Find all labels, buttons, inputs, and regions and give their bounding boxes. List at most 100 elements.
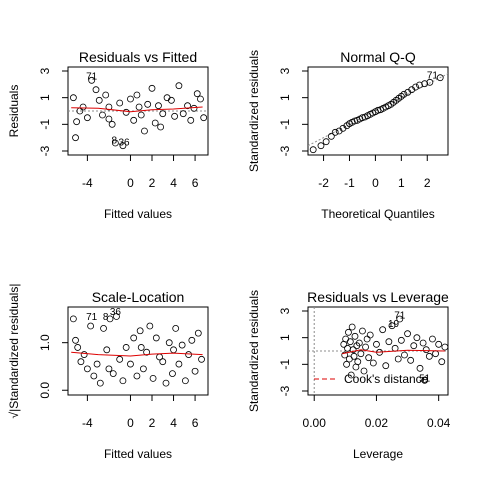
chart-title: Residuals vs Leverage [307,289,449,305]
x-tick-label: 2 [424,176,431,190]
x-tick-label: -4 [82,416,93,430]
data-point [136,327,144,335]
data-point [354,358,362,366]
data-point [401,351,408,359]
data-point [359,327,366,335]
data-point [116,355,124,363]
data-point [422,346,430,354]
data-point [113,313,120,320]
data-point [127,360,134,368]
data-point [122,108,130,116]
x-tick-label: 0.04 [427,416,451,430]
y-tick-label: -1 [38,119,52,130]
data-point [119,377,127,385]
data-point [105,103,113,111]
data-point [438,358,446,366]
data-point [165,339,173,347]
data-point [163,94,171,102]
panel-1: Residuals vs Fitted Fitted values Residual… [7,49,209,221]
x-tick-label: 0.00 [303,416,327,430]
data-point [105,115,113,123]
data-point [133,372,141,380]
data-point [83,365,91,373]
y-tick-label: 3 [278,307,292,314]
data-point [385,338,393,346]
x-tick-label: 2 [149,176,156,190]
data-point [346,338,354,346]
data-point [169,370,176,377]
data-point [122,344,130,351]
data-point [343,360,350,368]
data-point [416,364,424,372]
x-tick-label: -1 [344,176,355,190]
data-point [130,334,138,342]
smooth-line [71,351,203,357]
data-point [96,379,104,387]
data-point [178,341,186,349]
data-point [432,350,439,358]
y-tick-label: 1 [38,94,52,101]
smooth-line [71,106,203,113]
data-point [194,329,202,337]
data-point [108,120,116,128]
data-point [100,325,107,332]
data-point [197,95,204,103]
data-point [103,346,111,354]
data-point [188,336,196,344]
x-tick-label: 0 [372,176,379,190]
data-point [351,332,359,340]
chart-title: Scale-Location [92,289,185,305]
data-point [397,336,405,344]
data-point [181,377,189,385]
data-point [170,346,177,354]
data-point [87,322,95,330]
point-label: 8 [103,312,109,323]
y-tick-label: -3 [278,385,292,396]
smooth-line [342,349,445,355]
data-point [341,351,349,359]
data-point [92,86,100,94]
legend-label: Cook's distance [344,372,429,386]
data-point [162,379,170,387]
panel-2: Normal Q-Q Theoretical Quantiles Standardi… [247,49,449,221]
data-point [105,365,113,373]
y-axis-label: Standardized residuals [247,290,261,412]
data-point [99,111,106,119]
y-axis-label: Standardized residuals [247,50,261,172]
x-tick-label: 0 [127,416,134,430]
data-point [360,367,368,375]
data-point [331,128,339,136]
x-tick-label: -4 [82,176,93,190]
data-point [157,123,165,131]
x-axis-label: Leverage [353,447,403,461]
x-axis-label: Theoretical Quantiles [321,207,434,221]
data-point [404,330,411,338]
plot-frame [307,66,449,156]
data-point [366,331,374,339]
data-point [426,78,434,86]
data-point [116,99,124,107]
data-point [191,367,199,375]
data-point [394,355,402,363]
data-point [141,127,148,135]
data-point [379,326,387,334]
data-point [190,104,198,112]
data-point [144,100,152,108]
data-point [350,352,358,360]
data-point [317,142,325,150]
data-point [135,103,143,111]
y-tick-label: -1 [278,359,292,370]
data-point [369,359,377,367]
data-point [159,110,167,118]
point-label: 8 [112,136,118,147]
x-axis-label: Fitted values [104,447,172,461]
point-label: 36 [110,307,122,318]
y-tick-label: -3 [278,145,292,156]
data-point [109,370,117,377]
x-axis-label: Fitted values [104,207,172,221]
data-point [187,116,195,124]
data-point [421,80,429,88]
data-point [167,96,175,104]
chart-title: Residuals vs Fitted [79,49,197,65]
data-point [111,139,119,147]
